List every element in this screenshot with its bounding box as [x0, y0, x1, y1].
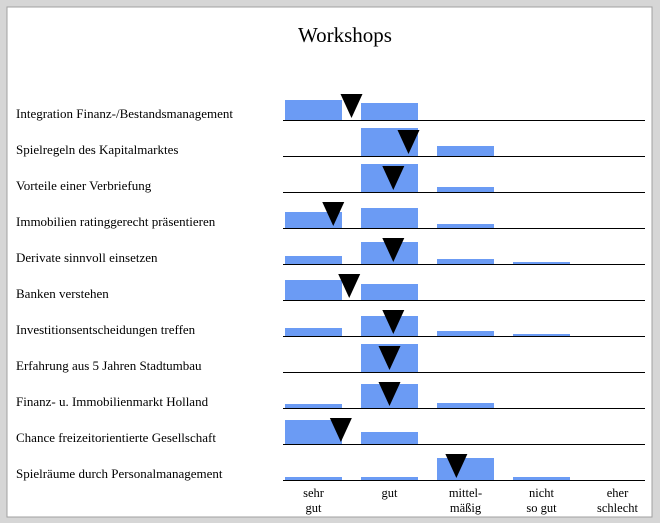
bar	[513, 334, 570, 336]
average-marker	[382, 238, 405, 262]
bar	[437, 146, 494, 156]
bar	[513, 262, 570, 264]
row-label: Spielregeln des Kapitalmarktes	[16, 142, 178, 157]
bar	[285, 328, 342, 336]
bar	[285, 477, 342, 480]
bar	[361, 103, 418, 120]
bar	[285, 404, 342, 408]
bar	[437, 458, 494, 480]
x-category-label: gut	[382, 486, 399, 500]
average-marker	[445, 454, 468, 478]
bar	[361, 432, 418, 444]
bar	[437, 187, 494, 192]
x-category-label: nicht	[529, 486, 555, 500]
bar	[437, 259, 494, 264]
x-category-label: schlecht	[597, 501, 638, 515]
average-marker	[322, 202, 345, 226]
chart-title: Workshops	[298, 23, 392, 47]
row-label: Integration Finanz-/Bestandsmanagement	[16, 106, 233, 121]
bar	[361, 477, 418, 480]
bar	[285, 420, 342, 444]
x-category-label: mäßig	[450, 501, 482, 515]
average-marker	[397, 130, 420, 154]
row-label: Spielräume durch Personalmanagement	[16, 466, 223, 481]
bar	[437, 331, 494, 336]
bar	[285, 280, 342, 300]
bar	[285, 100, 342, 120]
bar	[285, 256, 342, 264]
bar	[437, 403, 494, 408]
x-category-label: sehr	[303, 486, 325, 500]
bar	[361, 316, 418, 336]
row-label: Banken verstehen	[16, 286, 109, 301]
average-marker	[378, 346, 401, 370]
row-label: Derivate sinnvoll einsetzen	[16, 250, 158, 265]
bar	[361, 208, 418, 228]
row-label: Finanz- u. Immobilienmarkt Holland	[16, 394, 209, 409]
bar	[361, 284, 418, 300]
row-label: Immobilien ratinggerecht präsentieren	[16, 214, 216, 229]
average-marker	[329, 418, 352, 442]
bar	[513, 477, 570, 480]
average-marker	[382, 166, 405, 190]
x-category-label: so gut	[526, 501, 557, 515]
bar	[437, 224, 494, 228]
x-category-label: mittel-	[449, 486, 482, 500]
average-marker	[338, 274, 361, 298]
x-category-label: gut	[306, 501, 323, 515]
average-marker	[340, 94, 363, 118]
average-marker	[378, 382, 401, 406]
x-category-label: eher	[607, 486, 629, 500]
row-label: Erfahrung aus 5 Jahren Stadtumbau	[16, 358, 202, 373]
row-label: Chance freizeitorientierte Gesellschaft	[16, 430, 216, 445]
row-label: Investitionsentscheidungen treffen	[16, 322, 196, 337]
average-marker	[382, 310, 405, 334]
row-label: Vorteile einer Verbriefung	[16, 178, 152, 193]
bar	[285, 212, 342, 228]
